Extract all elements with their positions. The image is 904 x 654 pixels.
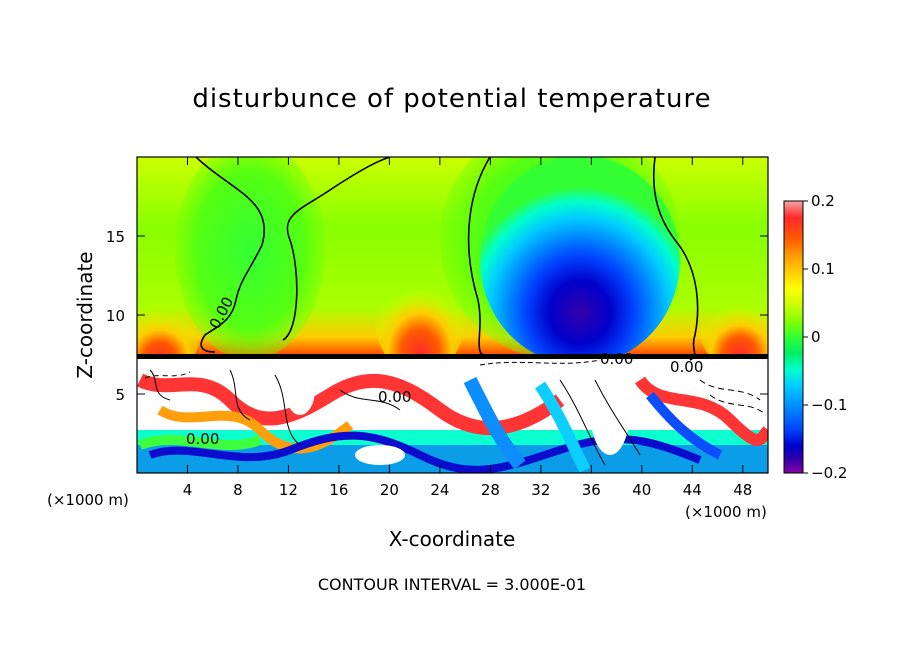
contour-label: 0.00	[670, 358, 703, 376]
x-tick-label: 28	[481, 481, 500, 499]
x-tick-label: 12	[279, 481, 298, 499]
y-tick-label: 5	[115, 386, 125, 404]
colorbar-ticks: 0.2 0.1 0 −0.1 −0.2	[803, 192, 847, 482]
contour-label: 0.00	[378, 388, 411, 406]
colorbar-tick-label: −0.1	[811, 396, 847, 414]
colorbar-tick-label: 0.1	[811, 260, 835, 278]
x-tick-label: 48	[733, 481, 752, 499]
y-tick-label: 10	[106, 307, 125, 325]
contour-label: 0.00	[186, 430, 219, 448]
x-tick-label: 20	[380, 481, 399, 499]
y-tick-label: 15	[106, 228, 125, 246]
x-axis: 4 8 12 16 20 24 28 32 36 40 44 48	[183, 157, 752, 499]
colorbar	[783, 200, 804, 474]
x-tick-label: 24	[430, 481, 449, 499]
x-tick-label: 44	[683, 481, 702, 499]
colorbar-tick-label: −0.2	[811, 464, 847, 482]
x-tick-label: 8	[233, 481, 243, 499]
colorbar-tick-label: 0.2	[811, 192, 835, 210]
x-tick-label: 36	[582, 481, 601, 499]
heatmap-field	[137, 157, 768, 473]
y-axis: 5 10 15	[106, 228, 768, 404]
colorbar-tick-label: 0	[811, 328, 821, 346]
x-tick-label: 32	[531, 481, 550, 499]
x-tick-label: 4	[183, 481, 193, 499]
contour-label: 0.00	[600, 350, 633, 368]
x-unit-left: (×1000 m)	[47, 491, 129, 509]
x-tick-label: 16	[329, 481, 348, 499]
y-axis-label: Z-coordinate	[73, 251, 97, 378]
x-unit-right: (×1000 m)	[685, 503, 767, 521]
chart-title: disturbunce of potential temperature	[192, 84, 712, 114]
x-axis-label: X-coordinate	[389, 527, 516, 551]
contour-interval-note: CONTOUR INTERVAL = 3.000E-01	[317, 575, 587, 594]
x-tick-label: 40	[632, 481, 651, 499]
